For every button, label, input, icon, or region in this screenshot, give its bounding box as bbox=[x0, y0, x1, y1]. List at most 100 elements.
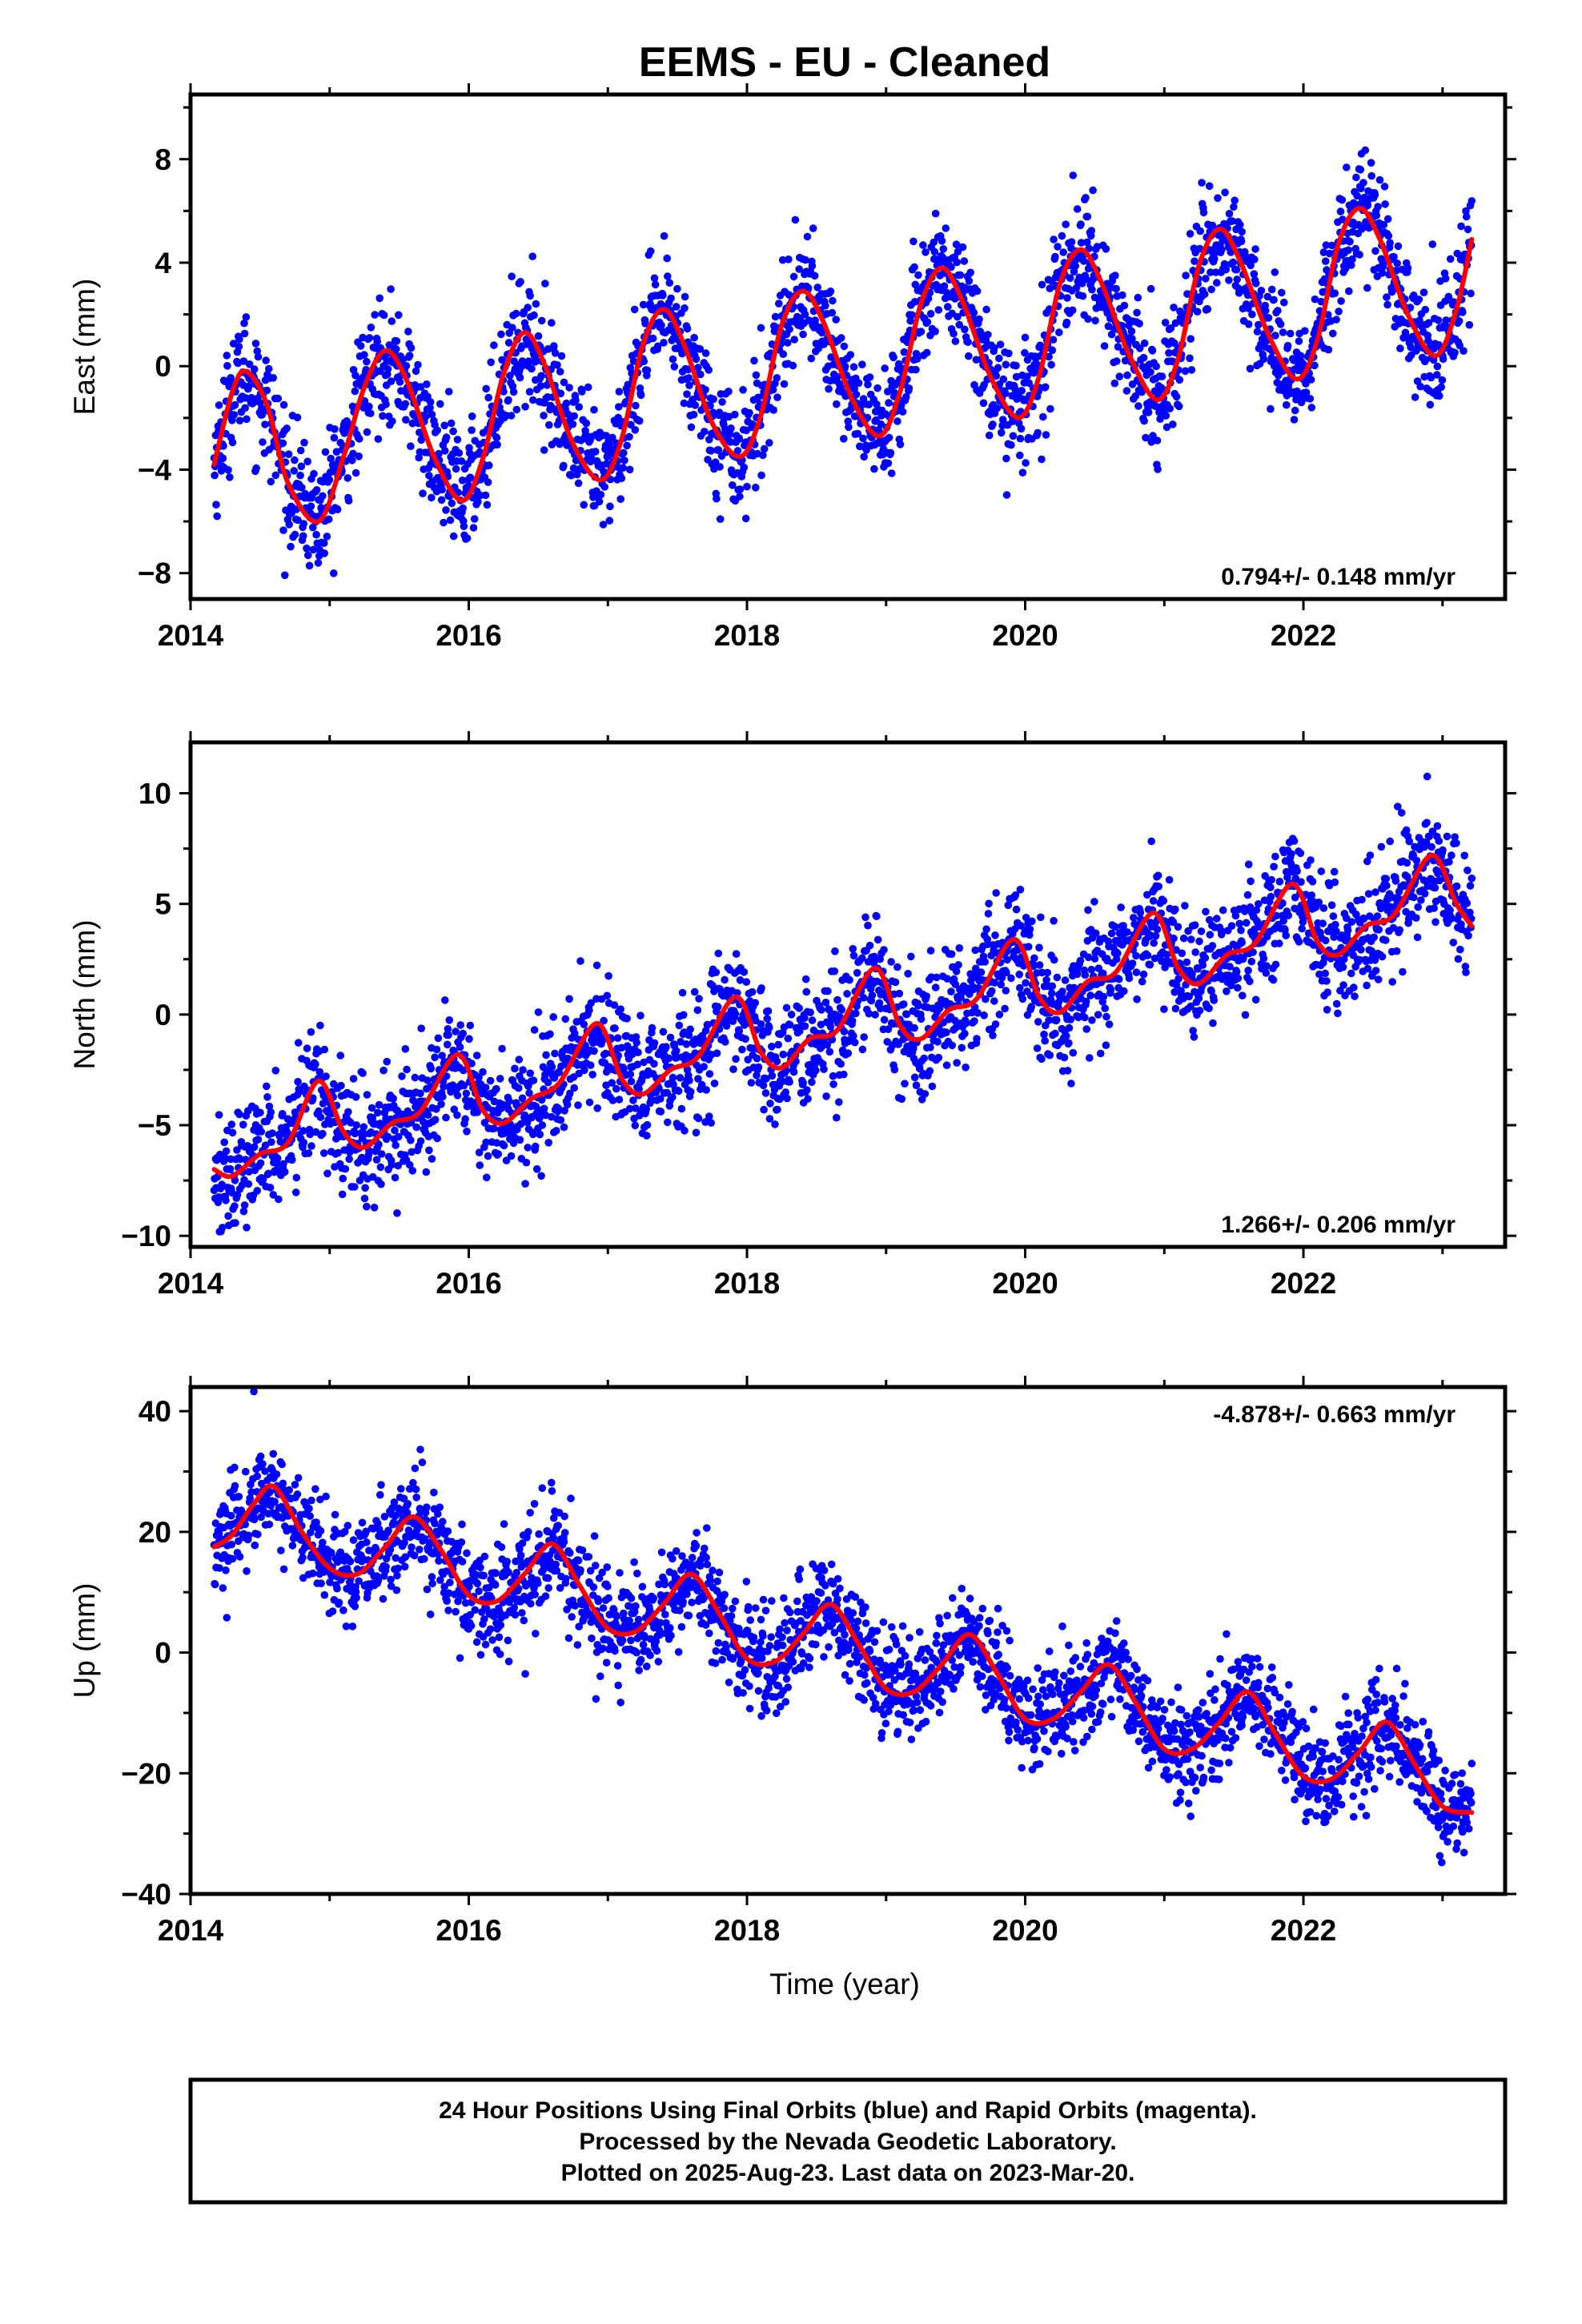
east-data-point bbox=[582, 419, 591, 428]
north-data-point bbox=[1027, 1003, 1036, 1011]
north-data-point bbox=[1321, 969, 1329, 978]
east-y-tick-label: 4 bbox=[155, 247, 171, 279]
east-data-point bbox=[643, 366, 652, 375]
east-data-point bbox=[1152, 362, 1160, 371]
north-data-point bbox=[344, 1108, 352, 1116]
north-data-point bbox=[294, 1039, 303, 1047]
east-data-point bbox=[407, 442, 415, 450]
north-data-point bbox=[693, 1006, 702, 1015]
north-data-point bbox=[640, 1058, 648, 1067]
north-data-point bbox=[1143, 891, 1151, 899]
north-data-point bbox=[361, 1184, 369, 1192]
north-data-point bbox=[1181, 902, 1189, 910]
north-data-point bbox=[1330, 867, 1339, 876]
east-data-point bbox=[832, 316, 840, 324]
east-data-point bbox=[1344, 246, 1352, 255]
north-data-point bbox=[1102, 1041, 1110, 1049]
north-data-point bbox=[954, 961, 962, 969]
east-data-point bbox=[1151, 402, 1159, 410]
east-data-point bbox=[791, 215, 800, 224]
north-data-point bbox=[1298, 924, 1306, 933]
north-data-point bbox=[432, 1045, 441, 1054]
north-data-point bbox=[1195, 994, 1203, 1003]
north-data-point bbox=[1051, 1029, 1059, 1038]
east-y-tick-label: 0 bbox=[155, 350, 171, 383]
north-data-point bbox=[341, 1164, 350, 1173]
north-data-point bbox=[835, 1098, 843, 1106]
north-data-point bbox=[865, 1009, 873, 1018]
north-data-point bbox=[880, 1015, 889, 1024]
east-data-point bbox=[1091, 316, 1099, 325]
east-data-point bbox=[640, 357, 648, 366]
north-data-point bbox=[757, 1020, 765, 1028]
north-data-point bbox=[468, 1059, 476, 1068]
east-data-point bbox=[1263, 292, 1272, 301]
east-data-point bbox=[1457, 222, 1465, 231]
east-data-point bbox=[240, 319, 248, 328]
east-data-point bbox=[241, 404, 250, 412]
north-data-point bbox=[823, 1040, 832, 1049]
north-data-point bbox=[731, 1010, 740, 1018]
east-data-point bbox=[750, 356, 758, 365]
north-data-point bbox=[253, 1187, 262, 1195]
east-data-point bbox=[537, 316, 546, 325]
north-data-point bbox=[951, 980, 960, 988]
east-data-point bbox=[701, 428, 709, 436]
east-data-point bbox=[460, 522, 468, 530]
east-data-point bbox=[896, 440, 905, 448]
north-data-point bbox=[456, 1043, 464, 1051]
east-data-point bbox=[864, 380, 872, 389]
north-data-point bbox=[319, 1149, 328, 1157]
north-data-point bbox=[403, 1065, 411, 1074]
north-data-point bbox=[1130, 914, 1138, 922]
north-data-point bbox=[740, 968, 749, 976]
north-data-point bbox=[261, 1141, 270, 1149]
north-data-point bbox=[982, 925, 990, 934]
north-data-point bbox=[631, 1121, 640, 1130]
north-data-point bbox=[1082, 1025, 1090, 1033]
east-data-point bbox=[529, 396, 537, 404]
east-data-point bbox=[1295, 337, 1303, 345]
north-data-point bbox=[796, 1027, 804, 1035]
north-data-point bbox=[829, 1080, 837, 1088]
north-data-point bbox=[1244, 860, 1253, 869]
east-data-point bbox=[435, 449, 443, 458]
east-data-point bbox=[911, 280, 920, 289]
north-data-point bbox=[961, 1029, 969, 1038]
east-data-point bbox=[1274, 307, 1282, 315]
north-data-point bbox=[1065, 1039, 1073, 1047]
east-data-point bbox=[314, 559, 323, 567]
east-data-point bbox=[223, 352, 231, 360]
east-data-point bbox=[1302, 380, 1310, 388]
east-data-point bbox=[1329, 329, 1337, 338]
east-data-point bbox=[446, 516, 455, 525]
north-data-point bbox=[462, 1089, 471, 1098]
north-data-point bbox=[590, 1047, 598, 1055]
east-data-point bbox=[992, 372, 1000, 380]
north-data-point bbox=[676, 1074, 685, 1082]
north-data-point bbox=[263, 1093, 271, 1101]
north-data-point bbox=[982, 995, 990, 1003]
east-data-point bbox=[780, 380, 789, 388]
north-data-point bbox=[1035, 943, 1043, 952]
east-data-point bbox=[1046, 404, 1054, 413]
north-data-point bbox=[714, 949, 723, 958]
north-data-point bbox=[825, 1006, 833, 1014]
north-data-point bbox=[1213, 915, 1221, 923]
east-x-tick-label: 2022 bbox=[1271, 619, 1336, 652]
east-data-point bbox=[1352, 173, 1360, 182]
east-data-point bbox=[1244, 304, 1252, 312]
east-data-point bbox=[392, 337, 401, 345]
north-data-point bbox=[505, 1097, 513, 1105]
north-data-point bbox=[650, 1059, 658, 1068]
north-data-point bbox=[424, 1076, 432, 1084]
north-data-point bbox=[633, 1060, 642, 1068]
north-data-point bbox=[1125, 974, 1134, 983]
north-data-point bbox=[1319, 919, 1327, 927]
north-data-point bbox=[417, 1024, 425, 1032]
east-data-point bbox=[1453, 249, 1461, 258]
north-data-point bbox=[377, 1150, 386, 1158]
east-data-point bbox=[1050, 235, 1058, 243]
east-data-point bbox=[1120, 301, 1129, 310]
east-data-point bbox=[906, 316, 914, 325]
